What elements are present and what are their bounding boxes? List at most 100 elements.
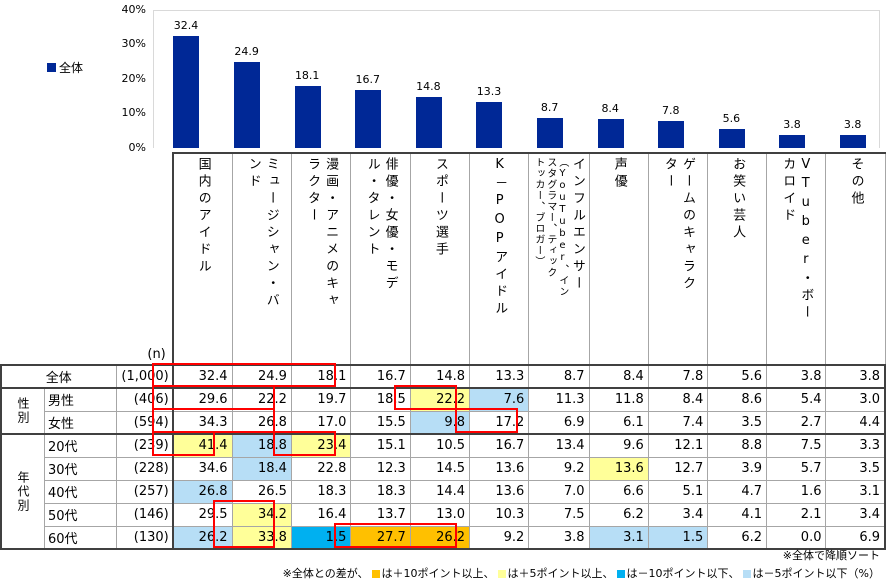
value-cell: 3.8 [528,525,590,550]
value-cell: 7.6 [469,387,530,412]
sample-size: (1,000) [115,364,174,389]
value-cell: 3.4 [647,502,709,527]
bar-value-label: 3.8 [843,117,862,131]
bar [597,119,624,148]
bar [779,134,806,148]
value-cell: 7.5 [766,433,827,458]
bar-value-label: 8.7 [540,100,559,114]
bar [718,128,745,148]
bar-value-label: 16.7 [355,73,381,87]
value-cell: 19.7 [290,387,352,412]
value-cell: 27.7 [350,525,411,550]
value-cell: 14.5 [409,456,471,481]
bar-value-label: 14.8 [416,79,441,93]
sample-size: (406) [115,387,174,412]
value-cell: 11.8 [588,387,649,412]
y-tick: 40% [121,3,146,16]
data-table: (n) 国内のアイドル ミュージシャン・バ ンド 漫画・アニメのキャ ラクター 俳優・女優・… [0,152,886,550]
bar [173,36,200,148]
bar-value-label: 5.6 [722,111,741,125]
bar [415,96,442,148]
value-cell: 6.1 [588,410,649,435]
value-cell: 1.5 [290,525,352,550]
value-cell: 12.1 [647,433,709,458]
value-cell: 15.5 [350,410,411,435]
bar [658,121,685,148]
value-cell: 9.8 [409,410,471,435]
value-cell: 8.4 [588,364,649,389]
value-cell: 13.0 [409,502,471,527]
y-tick: 30% [121,37,146,50]
value-cell: 7.4 [647,410,709,435]
column-header: K－POPアイドル [469,152,530,366]
value-cell: 34.3 [172,410,233,435]
legend-swatch [47,63,56,72]
table-row: 50代 (146) 29.5 34.2 16.4 13.7 13.0 10.3 7.5 6.2 3.… [1,502,886,527]
value-cell: 26.8 [172,479,233,504]
value-cell: 5.6 [707,364,768,389]
table-row: 40代 (257) 26.8 26.5 18.3 18.3 14.4 13.6 7.0 6.6 5.… [1,479,886,504]
column-header-line: 国内のアイドル [195,157,211,276]
table-row: 全体 (1,000) 32.4 24.9 18.1 16.7 14.8 13.3 8.7 8.4 7… [0,364,886,389]
column-header-line: インフルエンサー [569,157,585,293]
value-cell: 22.2 [409,387,471,412]
bar-chart-plot: 32.4 24.9 18.1 16.7 14.8 13.3 8.7 8.4 7.8 5.6 3.8 3… [153,10,880,148]
value-cell: 26.5 [231,479,292,504]
value-cell: 9.6 [588,433,649,458]
value-cell: 16.4 [290,502,352,527]
value-cell: 17.0 [290,410,352,435]
value-cell: 3.5 [707,410,768,435]
value-cell: 12.7 [647,456,709,481]
note-yellow: は＋5ポイント以上、 [507,567,614,580]
row-label: 女性 [44,410,117,435]
value-cell: 13.4 [528,433,590,458]
column-header-line: （YouTuber、イン [556,157,568,297]
value-cell: 7.8 [647,364,709,389]
y-tick: 10% [121,106,146,119]
value-cell: 16.7 [469,433,530,458]
value-cell: 2.7 [766,410,827,435]
value-cell: 2.1 [766,502,827,527]
sample-size: (257) [115,479,174,504]
bar [294,85,321,148]
value-cell: 26.2 [172,525,233,550]
value-cell: 18.3 [350,479,411,504]
orange-swatch [371,570,380,578]
bar-value-label: 32.4 [173,19,199,33]
value-cell: 18.8 [231,433,292,458]
value-cell: 8.4 [647,387,709,412]
table-row: 30代 (228) 34.6 18.4 22.8 12.3 14.5 13.6 9.2 13.6 1… [1,456,886,481]
bar-value-label: 18.1 [294,68,320,82]
sample-size: (130) [115,525,174,550]
value-cell: 5.1 [647,479,709,504]
value-cell: 41.4 [172,433,233,458]
y-tick: 20% [121,72,146,85]
value-cell: 3.0 [825,387,886,412]
value-cell: 13.6 [469,456,530,481]
value-cell: 13.6 [469,479,530,504]
column-header-line: ミュージシャン・バ [263,157,279,310]
bar-value-label: 13.3 [476,85,502,99]
value-cell: 5.7 [766,456,827,481]
sample-size: (146) [115,502,174,527]
value-cell: 3.1 [825,479,886,504]
bar [839,134,866,148]
value-cell: 8.7 [528,364,590,389]
row-label: 60代 [44,525,117,550]
value-cell: 3.1 [588,525,649,550]
bar [233,62,260,148]
value-cell: 6.2 [588,502,649,527]
value-cell: 32.4 [172,364,233,389]
yellow-swatch [497,570,506,578]
value-cell: 23.4 [290,433,352,458]
column-header-line: その他 [848,157,864,208]
column-header: 国内のアイドル [172,152,233,366]
value-cell: 5.4 [766,387,827,412]
column-header-line: カロイド [780,157,796,225]
header-spacer [1,153,116,365]
value-cell: 24.9 [231,364,292,389]
sort-note: ※全体で降順ソート [782,549,880,562]
value-cell: 12.3 [350,456,411,481]
column-header-line: VTuber・ボー [798,157,814,322]
value-cell: 15.1 [350,433,411,458]
